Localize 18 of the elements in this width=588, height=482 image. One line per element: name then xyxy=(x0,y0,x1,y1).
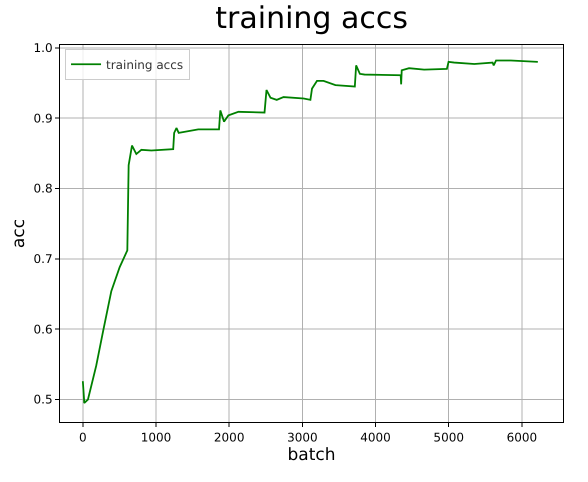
x-tick-label: 3000 xyxy=(287,430,318,444)
x-tick-label: 2000 xyxy=(214,430,244,444)
y-tick-label: 0.9 xyxy=(34,111,53,126)
y-tick-label: 0.6 xyxy=(34,322,53,336)
x-axis-title: batch xyxy=(288,444,336,465)
chart-title: training accs xyxy=(215,1,408,36)
legend-label: training accs xyxy=(106,58,184,72)
x-tick-label: 1000 xyxy=(140,430,172,444)
y-tick-label: 1.0 xyxy=(34,41,53,56)
y-tick-label: 0.8 xyxy=(34,182,53,196)
x-tick-label: 0 xyxy=(79,430,87,444)
x-tick-label: 4000 xyxy=(360,430,391,444)
y-axis-title: acc xyxy=(9,218,30,248)
line-series xyxy=(82,60,539,404)
x-tick-label: 5000 xyxy=(433,430,464,444)
x-tick-label: 6000 xyxy=(506,430,538,444)
y-tick-label: 0.7 xyxy=(34,252,53,266)
y-tick-label: 0.5 xyxy=(34,392,53,407)
